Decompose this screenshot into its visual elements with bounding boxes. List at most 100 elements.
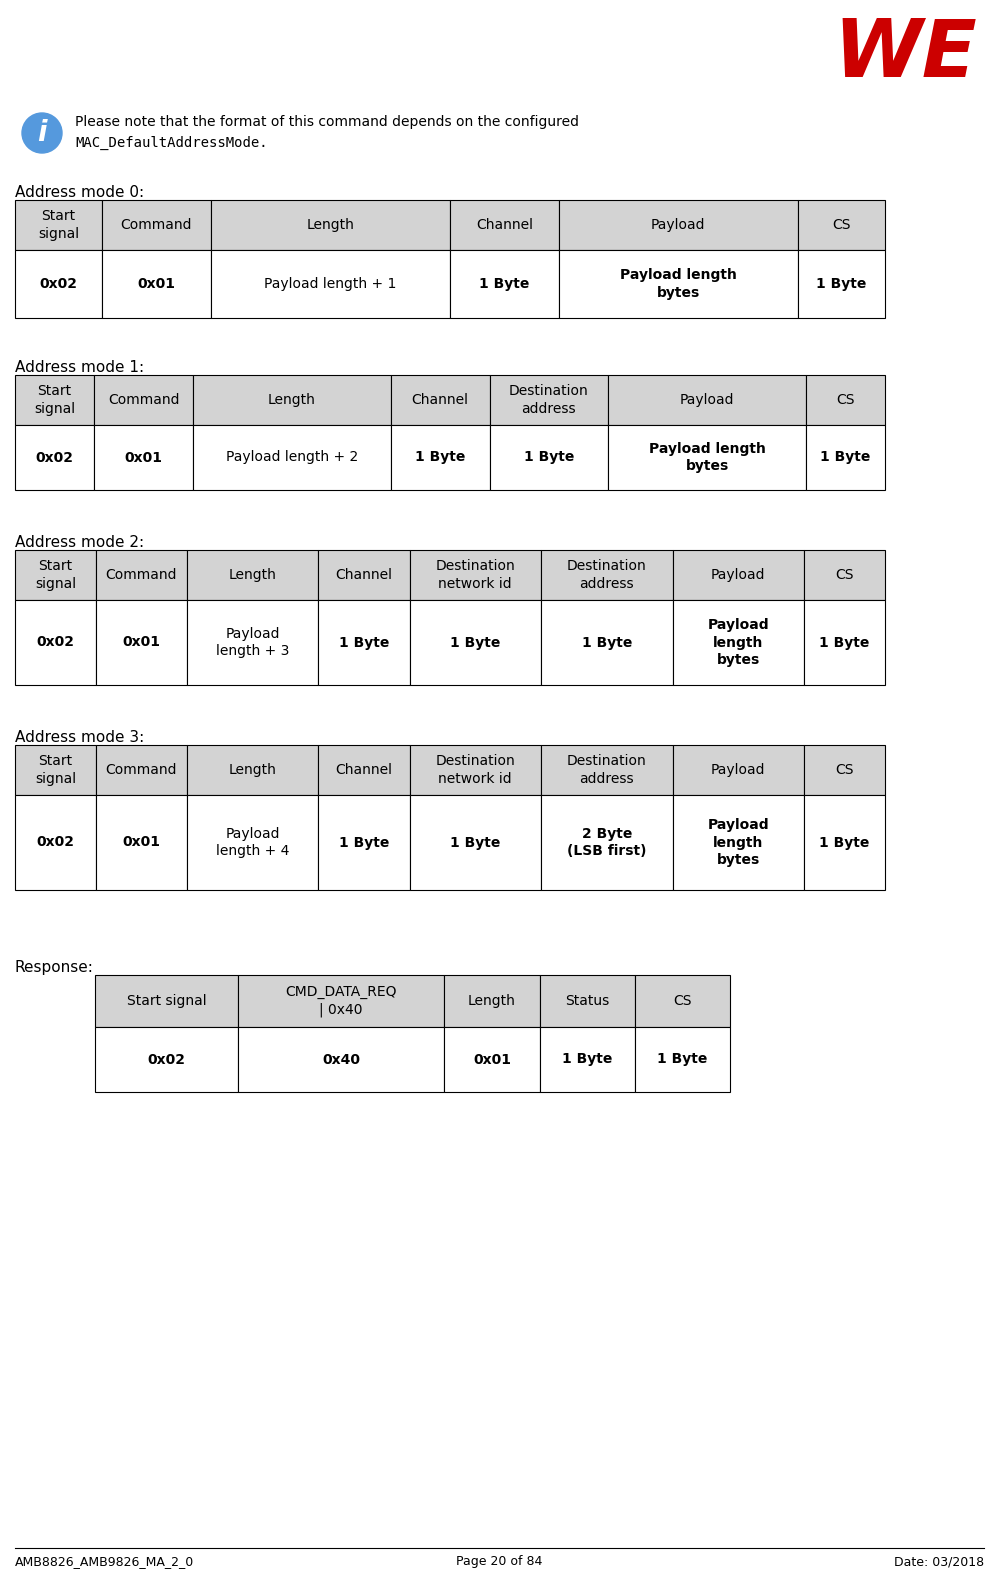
Text: 1 Byte: 1 Byte: [480, 277, 529, 291]
Text: CMD_DATA_REQ
| 0x40: CMD_DATA_REQ | 0x40: [286, 985, 397, 1017]
Text: 1 Byte: 1 Byte: [819, 636, 870, 650]
Bar: [211, 250, 450, 318]
Bar: [798, 250, 885, 318]
Text: Length: Length: [229, 764, 277, 776]
Bar: [798, 201, 885, 250]
Bar: [187, 601, 319, 685]
Bar: [672, 745, 804, 795]
Text: Payload: Payload: [711, 764, 765, 776]
Text: Payload
length + 4: Payload length + 4: [216, 827, 290, 858]
Text: Channel: Channel: [336, 764, 393, 776]
Text: 0x02: 0x02: [40, 277, 78, 291]
Bar: [804, 550, 885, 601]
Text: 0x02: 0x02: [36, 451, 74, 465]
Bar: [672, 795, 804, 890]
Text: Payload length
bytes: Payload length bytes: [648, 441, 765, 473]
Bar: [804, 601, 885, 685]
Bar: [804, 745, 885, 795]
Text: Destination
network id: Destination network id: [436, 754, 515, 786]
Text: i: i: [37, 119, 47, 147]
Bar: [806, 375, 885, 425]
Text: Start
signal: Start signal: [34, 384, 75, 416]
Bar: [634, 1028, 730, 1092]
Bar: [450, 201, 558, 250]
Text: Start
signal: Start signal: [35, 560, 76, 591]
Bar: [541, 795, 672, 890]
Text: Channel: Channel: [412, 394, 469, 406]
Text: WE: WE: [833, 16, 977, 93]
Text: 0x01: 0x01: [123, 835, 161, 849]
Bar: [15, 550, 96, 601]
Text: Status: Status: [565, 994, 609, 1009]
Text: 1 Byte: 1 Byte: [415, 451, 466, 465]
Bar: [410, 550, 541, 601]
Text: 1 Byte: 1 Byte: [451, 636, 500, 650]
Text: Payload length + 1: Payload length + 1: [264, 277, 397, 291]
Text: Channel: Channel: [476, 218, 532, 232]
Text: Payload: Payload: [679, 394, 734, 406]
Text: 1 Byte: 1 Byte: [819, 835, 870, 849]
Circle shape: [22, 112, 62, 153]
Bar: [806, 425, 885, 490]
Bar: [672, 601, 804, 685]
Text: Length: Length: [468, 994, 515, 1009]
Bar: [410, 601, 541, 685]
Text: 0x01: 0x01: [123, 636, 161, 650]
Text: 0x02: 0x02: [37, 835, 75, 849]
Bar: [541, 550, 672, 601]
Bar: [804, 795, 885, 890]
Text: Payload: Payload: [651, 218, 705, 232]
Text: Destination
address: Destination address: [566, 754, 646, 786]
Bar: [445, 975, 539, 1028]
Bar: [193, 375, 391, 425]
Bar: [187, 550, 319, 601]
Bar: [539, 975, 634, 1028]
Bar: [319, 795, 410, 890]
Bar: [211, 201, 450, 250]
Text: Date: 03/2018: Date: 03/2018: [894, 1556, 984, 1568]
Bar: [634, 975, 730, 1028]
Text: Start
signal: Start signal: [35, 754, 76, 786]
Bar: [102, 250, 211, 318]
Text: CS: CS: [836, 394, 855, 406]
Text: 1 Byte: 1 Byte: [561, 1053, 612, 1067]
Text: 1 Byte: 1 Byte: [451, 835, 500, 849]
Text: 0x01: 0x01: [125, 451, 163, 465]
Text: Address mode 0:: Address mode 0:: [15, 185, 144, 201]
Bar: [94, 375, 193, 425]
Text: 0x01: 0x01: [138, 277, 176, 291]
Bar: [96, 550, 187, 601]
Text: Please note that the format of this command depends on the configured: Please note that the format of this comm…: [75, 115, 579, 130]
Text: Length: Length: [307, 218, 355, 232]
Text: CS: CS: [673, 994, 691, 1009]
Bar: [391, 375, 490, 425]
Text: Command: Command: [106, 568, 177, 582]
Text: Command: Command: [106, 764, 177, 776]
Bar: [541, 601, 672, 685]
Text: Length: Length: [229, 568, 277, 582]
Bar: [15, 425, 94, 490]
Text: 1 Byte: 1 Byte: [820, 451, 871, 465]
Bar: [96, 795, 187, 890]
Bar: [187, 795, 319, 890]
Text: CS: CS: [835, 764, 854, 776]
Text: Start signal: Start signal: [127, 994, 206, 1009]
Text: Destination
address: Destination address: [566, 560, 646, 591]
Text: 0x02: 0x02: [37, 636, 75, 650]
Bar: [102, 201, 211, 250]
Bar: [391, 425, 490, 490]
Text: Response:: Response:: [15, 960, 94, 975]
Text: 1 Byte: 1 Byte: [523, 451, 574, 465]
Text: Start
signal: Start signal: [38, 209, 79, 240]
Text: 2 Byte
(LSB first): 2 Byte (LSB first): [567, 827, 646, 858]
Bar: [410, 745, 541, 795]
Text: CS: CS: [832, 218, 851, 232]
Text: Channel: Channel: [336, 568, 393, 582]
Text: Payload length
bytes: Payload length bytes: [620, 269, 737, 300]
Bar: [445, 1028, 539, 1092]
Text: Address mode 3:: Address mode 3:: [15, 730, 144, 745]
Text: Page 20 of 84: Page 20 of 84: [456, 1556, 542, 1568]
Bar: [490, 425, 608, 490]
Text: 0x02: 0x02: [148, 1053, 186, 1067]
Bar: [319, 601, 410, 685]
